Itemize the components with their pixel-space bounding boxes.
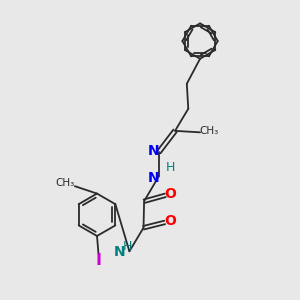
Text: H: H [165, 161, 175, 174]
Text: CH₃: CH₃ [200, 126, 219, 136]
Text: O: O [164, 214, 176, 228]
Text: I: I [95, 253, 101, 268]
Text: O: O [165, 187, 176, 201]
Text: N: N [148, 171, 160, 185]
Text: CH₃: CH₃ [56, 178, 75, 188]
Text: N: N [148, 145, 159, 158]
Text: H: H [122, 240, 132, 253]
Text: N: N [113, 245, 125, 259]
